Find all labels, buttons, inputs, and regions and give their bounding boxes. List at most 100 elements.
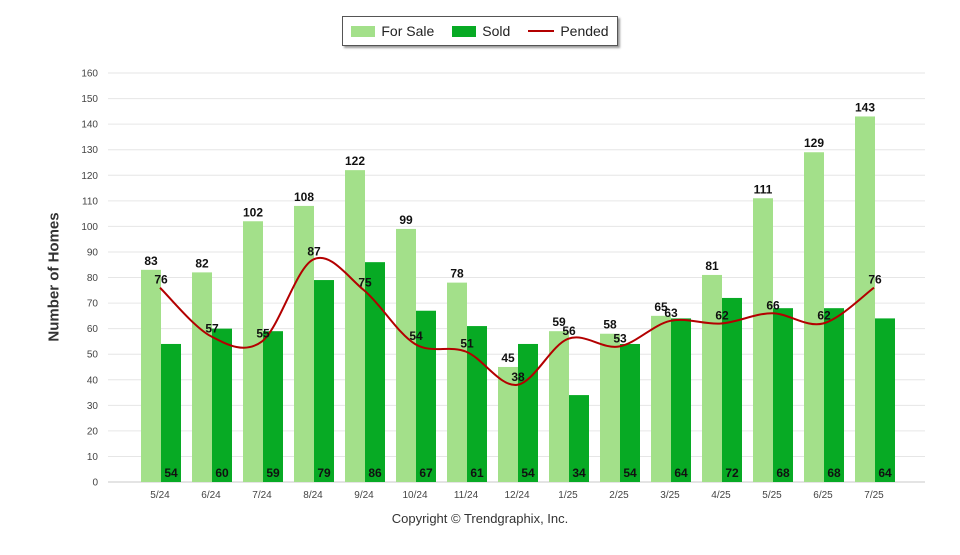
data-label-pended: 55 <box>256 326 270 340</box>
data-label-pended: 87 <box>307 245 321 259</box>
data-label-pended: 63 <box>664 306 678 320</box>
bar-sold <box>161 343 181 482</box>
y-tick-label: 0 <box>92 478 98 489</box>
data-label-for-sale: 58 <box>603 318 617 332</box>
pended-line <box>159 256 875 386</box>
y-tick-label: 30 <box>87 401 99 412</box>
y-tick-label: 50 <box>87 350 99 361</box>
data-label-for-sale: 45 <box>501 351 515 365</box>
copyright-footer: Copyright © Trendgraphix, Inc. <box>391 511 569 526</box>
bar-for-sale <box>600 333 620 482</box>
x-tick-label: 7/24 <box>252 490 272 501</box>
x-tick-label: 12/24 <box>504 490 529 501</box>
data-label-for-sale: 129 <box>804 136 824 150</box>
data-label-for-sale: 78 <box>450 267 464 281</box>
bar-sold <box>722 297 742 482</box>
bar-for-sale <box>447 282 467 482</box>
x-tick-label: 6/25 <box>813 490 833 501</box>
data-label-sold: 79 <box>317 466 331 480</box>
y-tick-label: 160 <box>81 69 98 80</box>
bar-sold <box>263 331 283 482</box>
y-tick-label: 10 <box>87 452 99 463</box>
bar-for-sale <box>192 272 212 482</box>
bar-for-sale <box>498 366 518 482</box>
data-label-sold: 64 <box>674 466 688 480</box>
data-label-for-sale: 82 <box>195 256 209 270</box>
y-tick-label: 140 <box>81 120 98 131</box>
data-label-for-sale: 108 <box>294 190 314 204</box>
data-label-for-sale: 59 <box>552 315 566 329</box>
bar-sold <box>467 326 487 482</box>
bar-for-sale <box>651 315 671 482</box>
data-label-for-sale: 111 <box>754 182 773 196</box>
x-tick-label: 9/24 <box>354 490 374 501</box>
y-axis-label: Number of Homes <box>45 212 63 342</box>
y-tick-label: 20 <box>87 426 99 437</box>
y-tick-label: 80 <box>87 273 99 284</box>
legend-item-pended: Pended <box>528 23 609 39</box>
legend-swatch-pended <box>528 30 555 32</box>
data-label-sold: 34 <box>572 466 586 480</box>
data-label-for-sale: 65 <box>654 300 668 314</box>
bar-for-sale <box>804 152 824 482</box>
data-label-sold: 67 <box>419 466 433 480</box>
bar-for-sale <box>549 331 569 482</box>
bar-sold <box>773 308 793 482</box>
bar-sold <box>875 318 895 482</box>
x-tick-label: 3/25 <box>660 490 680 501</box>
x-tick-label: 10/24 <box>402 490 427 501</box>
y-tick-label: 120 <box>81 171 98 182</box>
bar-sold <box>416 310 436 482</box>
bar-for-sale <box>753 198 773 482</box>
y-tick-label: 60 <box>87 324 99 335</box>
x-tick-label: 2/25 <box>609 490 629 501</box>
data-label-sold: 54 <box>164 466 178 480</box>
bar-for-sale <box>243 221 263 482</box>
data-label-for-sale: 143 <box>855 100 875 114</box>
x-tick-label: 8/24 <box>303 490 323 501</box>
data-label-pended: 76 <box>154 273 168 287</box>
bar-sold <box>671 318 691 482</box>
data-label-pended: 76 <box>868 273 882 287</box>
bar-sold <box>569 395 589 482</box>
legend: For Sale Sold Pended <box>342 16 618 46</box>
data-label-pended: 53 <box>613 332 627 346</box>
data-label-sold: 60 <box>215 466 229 480</box>
data-label-for-sale: 83 <box>144 254 158 268</box>
data-label-sold: 61 <box>470 466 484 480</box>
legend-label-for-sale: For Sale <box>381 23 435 39</box>
y-tick-label: 70 <box>87 299 99 310</box>
bar-sold <box>314 280 334 482</box>
x-tick-label: 7/25 <box>864 490 884 501</box>
x-tick-label: 5/25 <box>762 490 782 501</box>
data-label-for-sale: 81 <box>705 259 719 273</box>
legend-swatch-sold <box>452 25 477 37</box>
legend-swatch-for-sale <box>351 25 376 37</box>
x-tick-label: 4/25 <box>711 490 731 501</box>
bar-sold <box>365 262 385 482</box>
data-label-for-sale: 99 <box>399 213 413 227</box>
data-label-pended: 75 <box>358 275 372 289</box>
bar-sold <box>824 308 844 482</box>
legend-label-pended: Pended <box>560 23 609 39</box>
data-label-pended: 57 <box>205 321 219 335</box>
data-label-sold: 64 <box>878 466 892 480</box>
bar-sold <box>620 343 640 482</box>
y-tick-label: 40 <box>87 375 99 386</box>
data-label-sold: 68 <box>827 466 841 480</box>
x-tick-label: 1/25 <box>558 490 578 501</box>
data-label-pended: 62 <box>715 309 729 323</box>
bar-sold <box>212 328 232 482</box>
bar-for-sale <box>855 116 875 483</box>
y-tick-label: 100 <box>81 222 98 233</box>
bar-for-sale <box>345 170 365 482</box>
data-label-pended: 51 <box>460 337 474 351</box>
x-tick-label: 5/24 <box>150 490 170 501</box>
legend-item-sold: Sold <box>452 23 510 39</box>
data-label-sold: 59 <box>266 466 280 480</box>
x-tick-label: 11/24 <box>454 490 479 501</box>
data-label-sold: 72 <box>725 466 739 480</box>
data-label-sold: 86 <box>368 466 382 480</box>
